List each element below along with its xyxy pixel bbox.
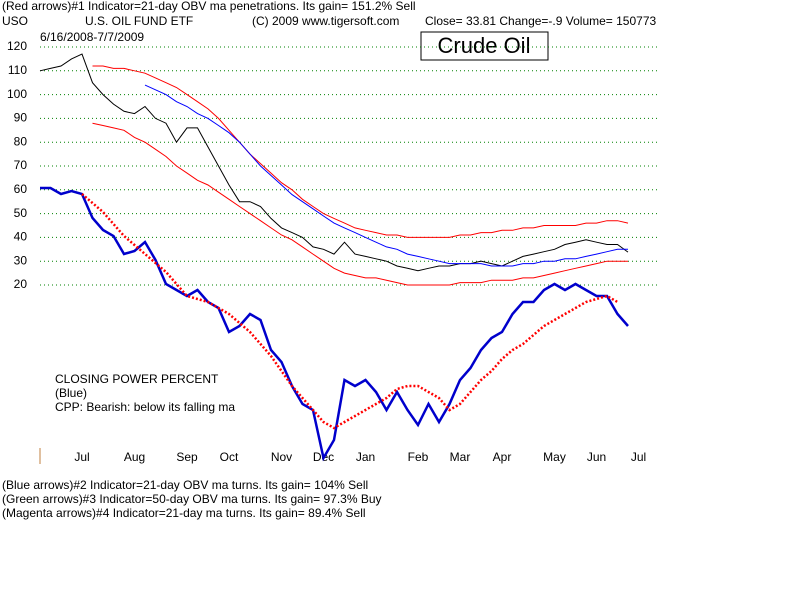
x-tick-label: Mar [450, 450, 471, 464]
y-tick-label: 40 [14, 230, 28, 244]
series-line [81, 193, 619, 430]
series-line [144, 84, 628, 267]
x-tick-label: Oct [220, 450, 239, 464]
y-tick-label: 80 [14, 134, 28, 148]
series-line [92, 65, 629, 238]
footer-line: (Blue arrows)#2 Indicator=21-day OBV ma … [2, 478, 368, 492]
date-range: 6/16/2008-7/7/2009 [40, 30, 144, 44]
y-tick-label: 70 [14, 158, 28, 172]
series-line [39, 53, 629, 272]
annotation: CPP: Bearish: below its falling ma [55, 400, 235, 414]
footer-line: (Magenta arrows)#4 Indicator=21-day ma t… [2, 506, 366, 520]
x-tick-label: Jan [356, 450, 375, 464]
series-line [40, 186, 629, 462]
annotation: (Blue) [55, 386, 87, 400]
y-tick-label: 90 [14, 111, 28, 125]
header-line: (Red arrows)#1 Indicator=21-day OBV ma p… [2, 0, 416, 13]
x-tick-label: May [543, 450, 566, 464]
chart-title: Crude Oil [438, 33, 531, 58]
y-tick-label: 50 [14, 206, 28, 220]
copyright: (C) 2009 www.tigersoft.com [252, 14, 399, 28]
y-tick-label: 30 [14, 253, 28, 267]
footer-line: (Green arrows)#3 Indicator=50-day OBV ma… [2, 492, 382, 506]
y-tick-label: 110 [8, 63, 27, 77]
x-tick-label: Feb [408, 450, 429, 464]
x-tick-label: Aug [124, 450, 145, 464]
fund-name: U.S. OIL FUND ETF [85, 14, 193, 28]
x-tick-label: Jul [631, 450, 646, 464]
x-tick-label: Nov [271, 450, 292, 464]
y-tick-label: 120 [7, 39, 27, 53]
symbol: USO [2, 14, 28, 28]
x-tick-label: Jun [587, 450, 606, 464]
x-tick-label: Apr [493, 450, 512, 464]
x-tick-label: Sep [176, 450, 198, 464]
title-box [420, 31, 549, 61]
y-tick-label: 100 [7, 87, 27, 101]
annotation: CLOSING POWER PERCENT [55, 372, 219, 386]
x-tick-label: Jul [74, 450, 89, 464]
y-tick-label: 60 [14, 182, 28, 196]
quote: Close= 33.81 Change=-.9 Volume= 150773 [425, 14, 657, 28]
series-line [92, 122, 628, 286]
y-tick-label: 20 [14, 277, 28, 291]
